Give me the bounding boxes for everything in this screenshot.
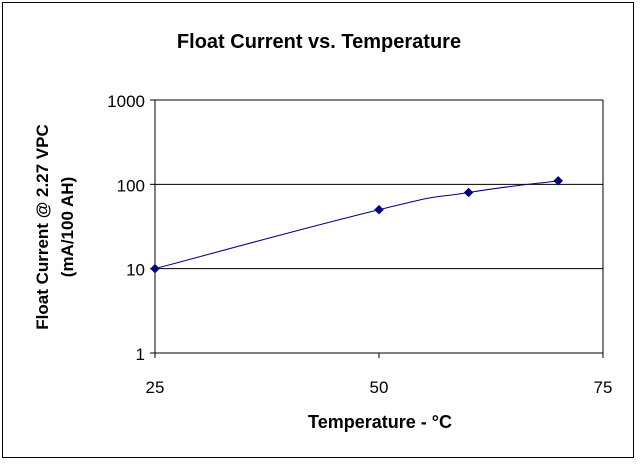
x-tick-label: 25 — [146, 378, 165, 397]
line-chart: Float Current vs. Temperature Float Curr… — [33, 31, 613, 432]
x-tick-label: 50 — [370, 378, 389, 397]
y-tick-label: 100 — [117, 176, 145, 195]
axes — [154, 100, 604, 354]
chart-frame: Float Current vs. Temperature Float Curr… — [2, 2, 634, 458]
y-axis-label-line-2: (mA/100 AH) — [58, 177, 77, 277]
y-tick-label: 1 — [136, 345, 145, 364]
gridlines — [155, 99, 603, 270]
data-point-marker — [374, 204, 384, 215]
data-point-marker — [463, 187, 474, 198]
series-group — [150, 175, 564, 274]
x-tick-label: 75 — [594, 378, 613, 397]
y-axis-label: Float Current @ 2.27 VPC (mA/100 AH) — [33, 124, 77, 330]
chart-title: Float Current vs. Temperature — [177, 31, 461, 53]
x-tick-labels: 25 50 75 — [146, 353, 613, 397]
x-axis-label: Temperature - °C — [308, 412, 452, 432]
data-point-marker — [553, 175, 564, 186]
y-tick-label: 10 — [126, 261, 145, 280]
y-tick-labels: 1 10 100 1000 — [107, 92, 155, 364]
y-axis-label-line-1: Float Current @ 2.27 VPC — [33, 124, 52, 330]
series-line — [154, 180, 559, 270]
data-point-marker — [150, 263, 160, 274]
y-tick-label: 1000 — [107, 92, 145, 111]
